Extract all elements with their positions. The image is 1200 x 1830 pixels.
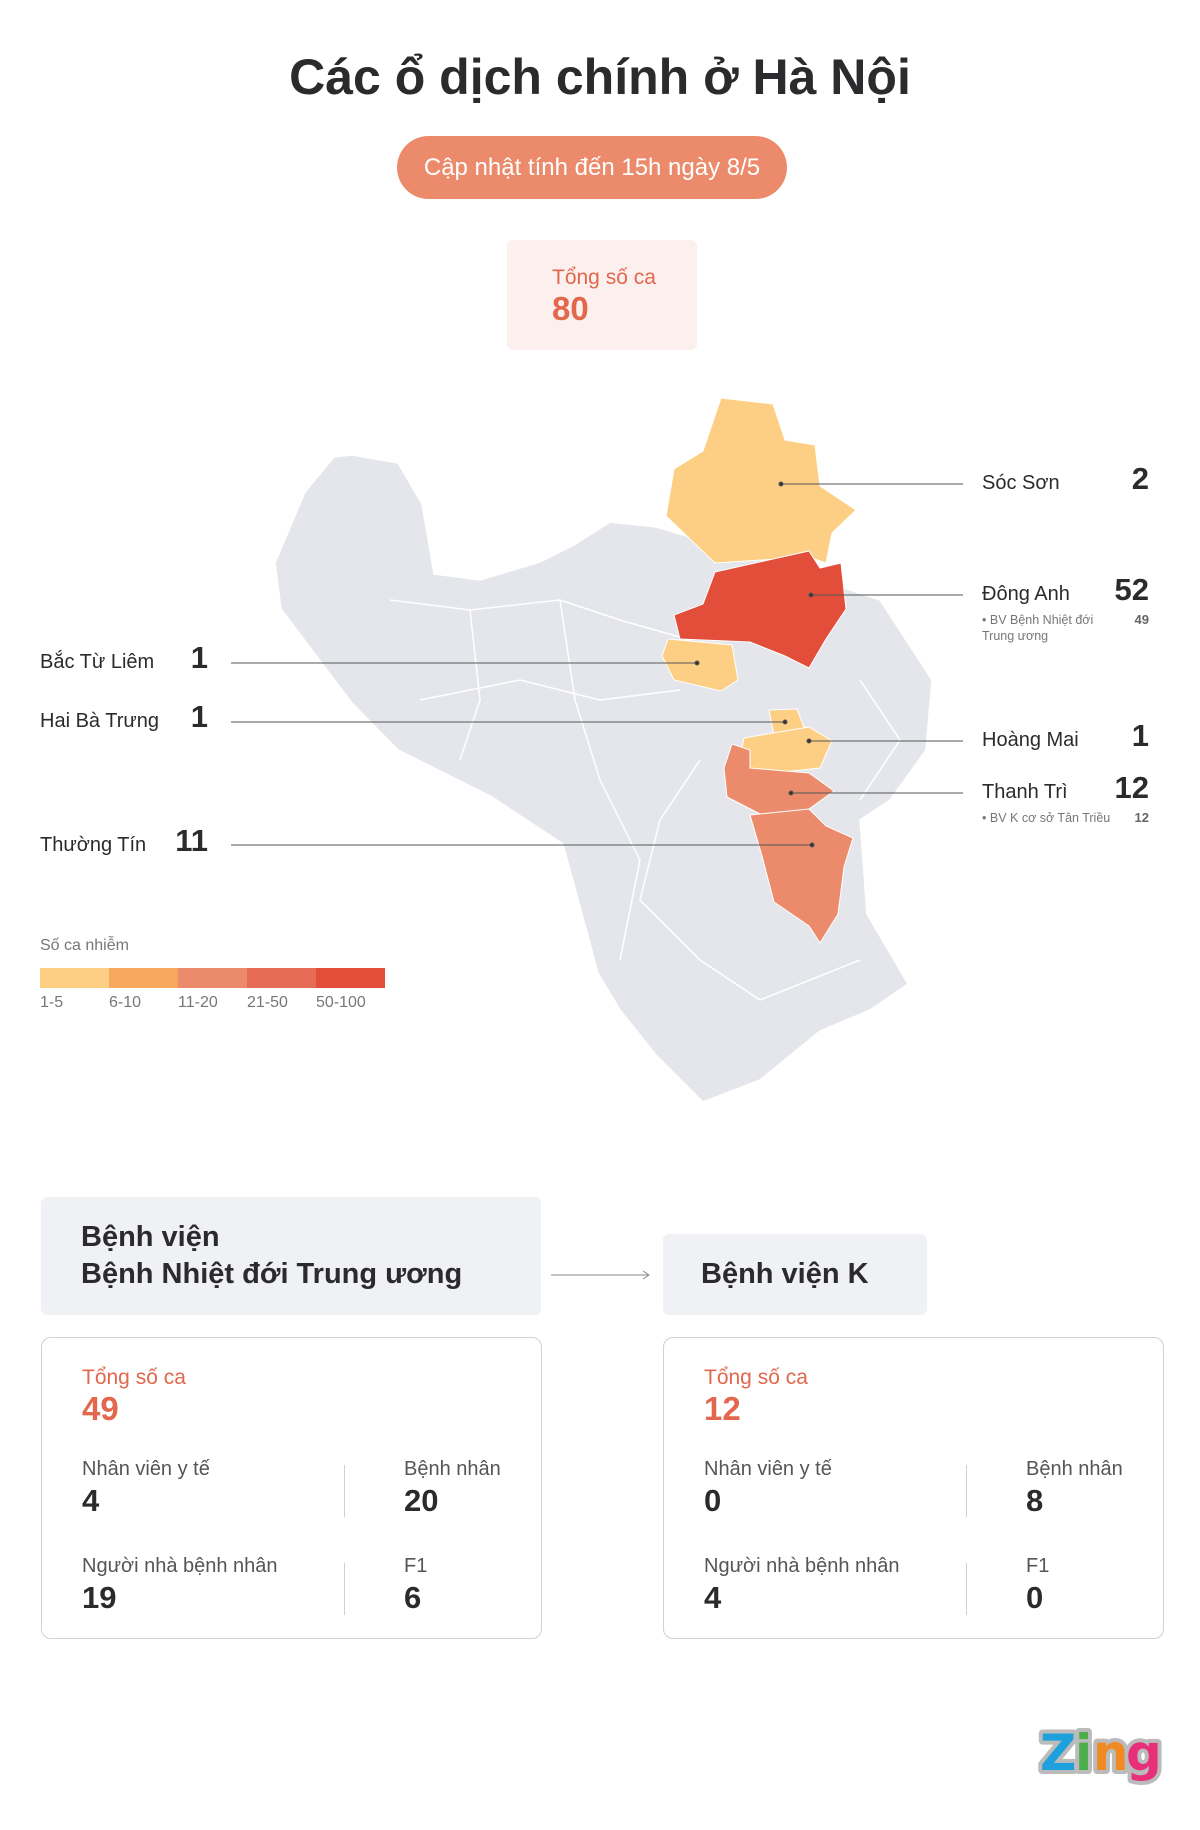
label-bac-tu-liem: Bắc Từ Liêm [40, 651, 155, 673]
district-bac-tu-liem[interactable] [661, 638, 739, 692]
district-thuong-tin[interactable] [749, 808, 854, 944]
stat-value: 19 [82, 1580, 117, 1615]
legend: 1-5 6-10 11-20 21-50 50-100 [40, 968, 390, 1018]
hospital-card-nhiet-doi: Tổng số ca 49 Nhân viên y tế 4 Bệnh nhân… [41, 1337, 542, 1639]
legend-swatch [178, 968, 247, 988]
svg-text:n: n [1093, 1724, 1129, 1782]
stat-label: Nhân viên y tế [704, 1458, 832, 1480]
stat-value: 6 [404, 1580, 422, 1615]
stat-value: 4 [82, 1483, 100, 1518]
stat-value: 20 [404, 1483, 439, 1518]
hanoi-map [231, 397, 963, 1103]
label-dong-anh: Đông Anh [982, 583, 1070, 605]
label-thanh-tri: Thanh Trì [982, 781, 1068, 803]
hospital-header-nhiet-doi: Bệnh viện Bệnh Nhiệt đới Trung ương [41, 1197, 541, 1315]
note-text: BV K cơ sở Tân Triều [989, 811, 1111, 825]
stat-value: 8 [1026, 1483, 1044, 1518]
stat-label: Nhân viên y tế [82, 1458, 210, 1480]
page-title: Các ổ dịch chính ở Hà Nội [289, 49, 911, 105]
cases-hai-ba-trung: 1 [190, 699, 208, 734]
leader-lines [231, 481, 963, 848]
district-soc-son[interactable] [665, 397, 857, 564]
stat-label: F1 [404, 1555, 428, 1577]
stat-label: Bệnh nhân [1026, 1458, 1123, 1480]
legend-swatch [316, 968, 385, 988]
hospital-name-line1: Bệnh viện [81, 1221, 220, 1253]
stat-value: 4 [704, 1580, 722, 1615]
note-text: BV Bệnh Nhiệt đới Trung ương [982, 613, 1094, 643]
hospital-header-k: Bệnh viện K [663, 1234, 927, 1315]
legend-swatch [247, 968, 316, 988]
stat-value: 0 [1026, 1580, 1044, 1615]
legend-label: 11-20 [178, 994, 218, 1011]
stat-label: Người nhà bệnh nhân [82, 1555, 278, 1577]
stat-value: 0 [704, 1483, 722, 1518]
divider [966, 1563, 967, 1615]
stat-label: Bệnh nhân [404, 1458, 501, 1480]
legend-swatch [109, 968, 178, 988]
legend-title: Số ca nhiễm [40, 937, 129, 954]
stat-label: Người nhà bệnh nhân [704, 1555, 900, 1577]
district-dong-anh[interactable] [673, 550, 847, 669]
svg-text:i: i [1075, 1724, 1092, 1782]
zing-logo: Z i n g [1038, 1722, 1166, 1786]
note-cases-thanh-tri: 12 [1134, 810, 1149, 825]
legend-label: 50-100 [316, 994, 366, 1011]
cases-hoang-mai: 1 [1131, 718, 1149, 753]
note-dong-anh: • BV Bệnh Nhiệt đới Trung ương [982, 613, 1094, 643]
update-badge: Cập nhật tính đến 15h ngày 8/5 [397, 136, 787, 199]
divider [344, 1563, 345, 1615]
district-borders [389, 599, 901, 1001]
total-label: Tổng số ca [704, 1366, 808, 1389]
total-value: 80 [552, 290, 589, 327]
legend-label: 21-50 [247, 994, 288, 1011]
note-thanh-tri: • BV K cơ sở Tân Triều [982, 811, 1111, 825]
hospital-card-k: Tổng số ca 12 Nhân viên y tế 0 Bệnh nhân… [663, 1337, 1164, 1639]
total-cases-box: Tổng số ca 80 [507, 240, 697, 350]
total-value: 49 [82, 1390, 119, 1427]
label-soc-son: Sóc Sơn [982, 472, 1060, 494]
legend-label: 1-5 [40, 994, 64, 1011]
district-thanh-tri[interactable] [723, 743, 835, 816]
cases-soc-son: 2 [1131, 461, 1149, 496]
arrow-right-icon [551, 1270, 650, 1280]
svg-text:g: g [1126, 1724, 1162, 1782]
divider [966, 1465, 967, 1517]
label-hai-ba-trung: Hai Bà Trưng [40, 710, 159, 732]
total-value: 12 [704, 1390, 741, 1427]
hospital-name-line2: Bệnh Nhiệt đới Trung ương [81, 1258, 463, 1290]
note-cases-dong-anh: 49 [1134, 612, 1149, 627]
cases-dong-anh: 52 [1114, 572, 1149, 607]
label-thuong-tin: Thường Tín [40, 834, 147, 856]
svg-text:Z: Z [1040, 1724, 1076, 1782]
legend-swatch [40, 968, 109, 988]
legend-label: 6-10 [109, 994, 142, 1011]
stat-label: F1 [1026, 1555, 1050, 1577]
total-label: Tổng số ca [552, 266, 656, 289]
cases-bac-tu-liem: 1 [190, 640, 208, 675]
total-label: Tổng số ca [82, 1366, 186, 1389]
divider [344, 1465, 345, 1517]
label-hoang-mai: Hoàng Mai [982, 729, 1079, 751]
cases-thanh-tri: 12 [1114, 770, 1149, 805]
cases-thuong-tin: 11 [175, 823, 208, 858]
